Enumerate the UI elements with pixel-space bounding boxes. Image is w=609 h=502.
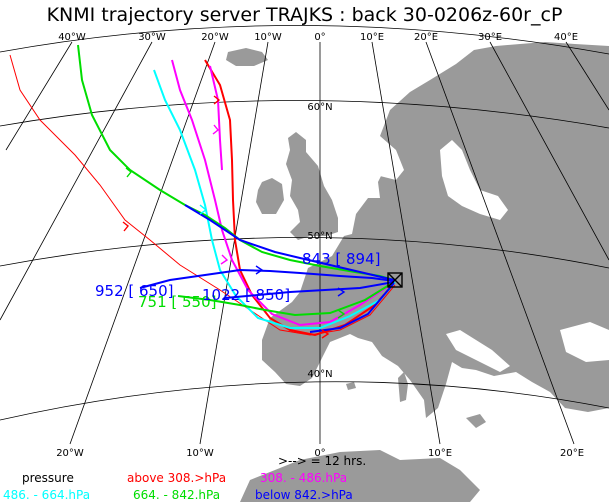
ireland: [256, 178, 284, 214]
annotation-843-894: 843 [ 894]: [302, 250, 381, 268]
lon-label-0: 0°: [314, 32, 325, 43]
bottom-lon-label-10e: 10°E: [428, 448, 452, 459]
legend-arrow-note: >--> = 12 hrs.: [278, 454, 366, 468]
trajectory-magenta-2: [210, 66, 222, 170]
lat-label-60n: 60°N: [307, 102, 332, 113]
meridian-20w: [70, 42, 215, 444]
lon-label-20e: 20°E: [414, 32, 438, 43]
annotation-1022-850: 1022 [ 850]: [202, 286, 290, 304]
legend-664-842: 664. - 842.hPa: [133, 488, 220, 502]
great-britain: [286, 132, 338, 240]
bottom-lon-label-20w: 20°W: [56, 448, 84, 459]
lat-label-50n: 50°N: [307, 231, 332, 242]
lon-label-30w: 30°W: [138, 32, 166, 43]
legend: >--> = 12 hrs. pressure above 308.>hPa 3…: [3, 454, 366, 502]
parallel-40n: [0, 382, 609, 420]
top-longitude-labels: 40°W 30°W 20°W 10°W 0° 10°E 20°E 30°E 40…: [58, 32, 578, 43]
lon-label-10w: 10°W: [254, 32, 282, 43]
meridian-30w: [0, 42, 152, 320]
lon-label-10e: 10°E: [360, 32, 384, 43]
meridian-40w: [6, 42, 72, 150]
lon-label-30e: 30°E: [478, 32, 502, 43]
arrow-marker: [123, 222, 128, 231]
arrow-marker: [221, 255, 227, 264]
arrow-marker: [213, 125, 218, 134]
legend-below: below 842.>hPa: [255, 488, 353, 502]
lon-label-40e: 40°E: [554, 32, 578, 43]
iceland: [226, 48, 268, 66]
bottom-lon-label-10w: 10°W: [186, 448, 214, 459]
bottom-lon-label-20e: 20°E: [560, 448, 584, 459]
lat-label-40n: 40°N: [307, 369, 332, 380]
lon-label-20w: 20°W: [201, 32, 229, 43]
legend-pressure: pressure: [22, 471, 74, 485]
lon-label-40w: 40°W: [58, 32, 86, 43]
legend-above: above 308.>hPa: [127, 471, 226, 485]
sicily: [466, 414, 486, 428]
legend-308-486: 308. - 486.hPa: [260, 471, 347, 485]
corsica-sardinia: [398, 372, 408, 402]
balearic-islands: [346, 382, 356, 390]
legend-486-664: 486. - 664.hPa: [3, 488, 90, 502]
